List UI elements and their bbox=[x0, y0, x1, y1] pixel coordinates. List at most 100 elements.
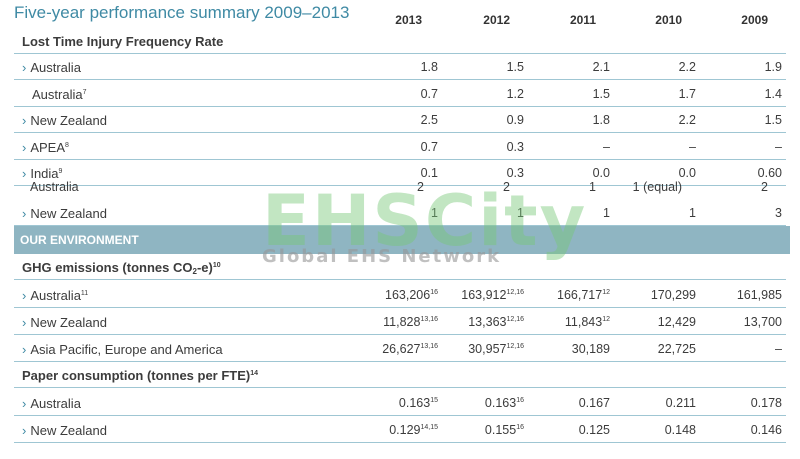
cell: 0.146 bbox=[750, 423, 782, 437]
cell: 0.0 bbox=[592, 166, 610, 180]
row-label: › Australia11 bbox=[22, 288, 89, 303]
cell: 1.4 bbox=[764, 86, 782, 101]
band-title: OUR ENVIRONMENT bbox=[20, 233, 139, 247]
section-ghg: GHG emissions (tonnes CO2-e)10 bbox=[14, 254, 786, 280]
chevron-right-icon: › bbox=[22, 166, 27, 181]
row-label: Australia7 bbox=[32, 86, 87, 102]
cell: 3 bbox=[775, 206, 782, 220]
cell: 0.16315 bbox=[398, 396, 438, 410]
cell: 0.15516 bbox=[484, 423, 524, 437]
cell: 166,71712 bbox=[557, 288, 610, 302]
year-2010: 2010 bbox=[655, 13, 682, 27]
cell: 22,725 bbox=[657, 342, 696, 356]
table-row[interactable]: › India9 0.1 0.3 0.0 0.0 0.60 bbox=[14, 160, 786, 186]
row-label: › Asia Pacific, Europe and America bbox=[22, 342, 223, 357]
cell: 1 bbox=[689, 206, 696, 220]
year-2011: 2011 bbox=[569, 13, 596, 27]
cell: 0.12914,15 bbox=[389, 423, 438, 437]
table-row[interactable]: › Australia 1.8 1.5 2.1 2.2 1.9 bbox=[14, 54, 786, 80]
cell: 13,700 bbox=[743, 315, 782, 329]
cell: 0.7 bbox=[420, 139, 438, 154]
cell: 26,62713,16 bbox=[382, 342, 438, 356]
row-label: › New Zealand bbox=[22, 423, 107, 438]
row-label: › New Zealand bbox=[22, 113, 107, 128]
cell: 2.1 bbox=[592, 60, 610, 74]
chevron-right-icon: › bbox=[22, 288, 27, 303]
cell: 0.167 bbox=[578, 396, 610, 410]
chevron-right-icon: › bbox=[22, 206, 27, 221]
chevron-right-icon: › bbox=[22, 342, 27, 357]
cell: – bbox=[689, 139, 696, 154]
cell: 1.9 bbox=[764, 60, 782, 74]
cell: 1.5 bbox=[592, 86, 610, 101]
section-ltifr: Lost Time Injury Frequency Rate bbox=[14, 28, 786, 54]
cell: 0.60 bbox=[757, 166, 782, 180]
chevron-right-icon: › bbox=[22, 139, 27, 155]
cell: 0.0 bbox=[678, 166, 696, 180]
watermark-tagline: Global EHS Network bbox=[262, 246, 502, 267]
cell: 12,429 bbox=[657, 315, 696, 329]
cell: 2.5 bbox=[420, 113, 438, 127]
cell: 1 bbox=[517, 206, 524, 220]
row-label: › New Zealand bbox=[22, 206, 107, 221]
row-label: › Australia bbox=[22, 60, 81, 75]
page-title: Five-year performance summary 2009–2013 bbox=[14, 3, 350, 22]
overlap-cell: 2 bbox=[417, 180, 424, 194]
cell: 0.148 bbox=[664, 423, 696, 437]
cell: 1.8 bbox=[592, 113, 610, 127]
cell: 2.2 bbox=[678, 60, 696, 74]
chevron-right-icon: › bbox=[22, 113, 27, 128]
year-2009: 2009 bbox=[741, 13, 768, 27]
table-row[interactable]: Australia7 0.7 1.2 1.5 1.7 1.4 bbox=[14, 81, 786, 107]
cell: 0.3 bbox=[506, 139, 524, 154]
cell: 1.8 bbox=[420, 60, 438, 74]
cell: 1.5 bbox=[506, 60, 524, 74]
table-row[interactable]: › New Zealand 2.5 0.9 1.8 2.2 1.5 bbox=[14, 107, 786, 133]
table-row[interactable]: › Australia11 163,20616 163,91212,16 166,717… bbox=[14, 282, 786, 308]
cell: 0.211 bbox=[665, 396, 696, 410]
cell: – bbox=[775, 342, 782, 356]
row-label: › Australia bbox=[22, 396, 81, 411]
table-row[interactable]: › New Zealand 11,82813,16 13,36312,16 11,843… bbox=[14, 309, 786, 335]
table-row[interactable]: › Australia 0.16315 0.16316 0.167 0.211 0.178 bbox=[14, 390, 786, 416]
overlap-cell: 1 (equal) bbox=[632, 180, 682, 194]
cell: 30,95712,16 bbox=[468, 342, 524, 356]
year-2013: 2013 bbox=[395, 13, 422, 27]
cell: 0.3 bbox=[506, 166, 524, 180]
cell: 0.125 bbox=[578, 423, 610, 437]
cell: 0.1 bbox=[420, 166, 438, 180]
section-title: Lost Time Injury Frequency Rate bbox=[22, 34, 224, 49]
row-label: › APEA8 bbox=[22, 139, 69, 155]
section-title: Paper consumption (tonnes per FTE)14 bbox=[22, 368, 259, 383]
cell: 1 bbox=[431, 206, 438, 220]
watermark-logo: EHSCity bbox=[262, 180, 588, 262]
overlap-cell: 2 bbox=[761, 180, 768, 194]
cell: – bbox=[603, 139, 610, 154]
table-row[interactable]: › Asia Pacific, Europe and America 26,6271… bbox=[14, 336, 786, 362]
chevron-right-icon: › bbox=[22, 396, 27, 411]
overlap-row-label: Australia bbox=[30, 180, 79, 194]
cell: 1.2 bbox=[506, 86, 524, 101]
cell: 2.2 bbox=[678, 113, 696, 127]
section-band-our-environment: OUR ENVIRONMENT bbox=[14, 226, 790, 254]
overlap-cell: 1 bbox=[589, 180, 596, 194]
chevron-right-icon: › bbox=[22, 315, 27, 330]
chevron-right-icon: › bbox=[22, 60, 27, 75]
table-row[interactable]: › New Zealand 0.12914,15 0.15516 0.125 0.148 0… bbox=[14, 417, 786, 443]
cell: – bbox=[775, 139, 782, 154]
cell: 0.9 bbox=[506, 113, 524, 127]
cell: 170,299 bbox=[650, 288, 696, 302]
overlap-cell: 2 bbox=[503, 180, 510, 194]
cell: 1.5 bbox=[764, 113, 782, 127]
table-row-nz-rank[interactable]: › New Zealand 1 1 1 1 3 bbox=[14, 200, 786, 226]
section-title: GHG emissions (tonnes CO2-e)10 bbox=[22, 260, 221, 276]
cell: 11,82813,16 bbox=[383, 315, 438, 329]
row-label: › New Zealand bbox=[22, 315, 107, 330]
table-row[interactable]: › APEA8 0.7 0.3 – – – bbox=[14, 134, 786, 160]
cell: 30,189 bbox=[571, 342, 610, 356]
chevron-right-icon: › bbox=[22, 423, 27, 438]
cell: 13,36312,16 bbox=[468, 315, 524, 329]
cell: 0.7 bbox=[420, 86, 438, 101]
cell: 161,985 bbox=[736, 288, 782, 302]
row-label: › India9 bbox=[22, 166, 63, 181]
